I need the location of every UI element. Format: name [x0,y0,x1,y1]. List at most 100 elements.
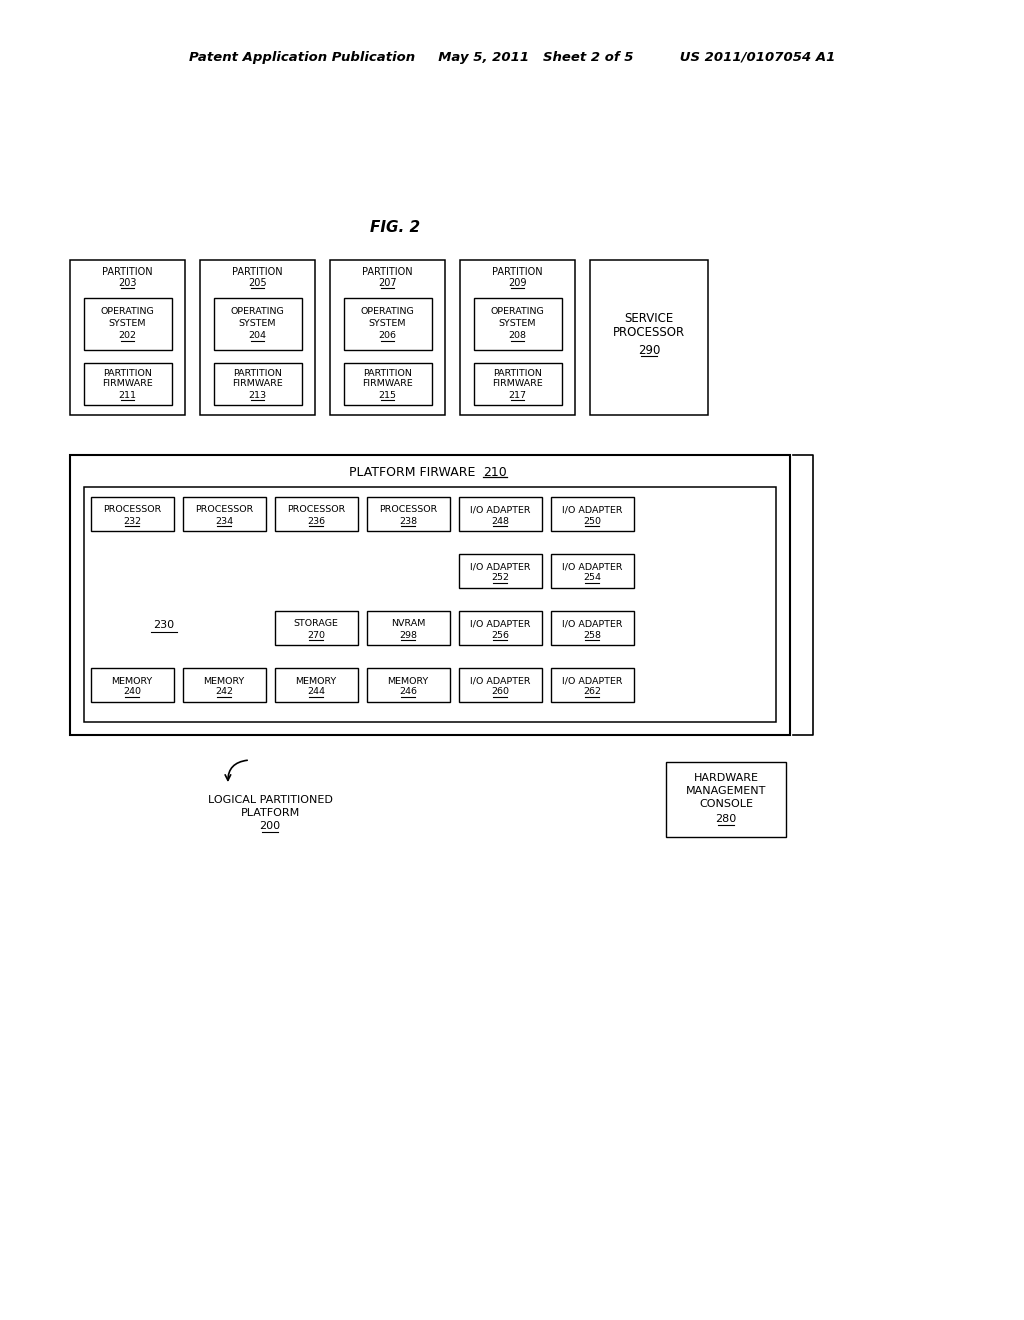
Text: I/O ADAPTER: I/O ADAPTER [562,562,623,572]
Bar [213,363,301,405]
Bar [666,762,786,837]
Text: FIRMWARE: FIRMWARE [362,380,413,388]
Text: I/O ADAPTER: I/O ADAPTER [470,506,530,515]
Text: OPERATING: OPERATING [360,306,415,315]
Text: I/O ADAPTER: I/O ADAPTER [562,506,623,515]
Text: NVRAM: NVRAM [391,619,425,628]
Text: 200: 200 [259,821,281,832]
Bar [274,668,357,702]
Bar [473,298,561,350]
Bar [551,554,634,587]
Text: 242: 242 [215,688,233,697]
Text: HARDWARE: HARDWARE [693,774,759,783]
Bar [459,668,542,702]
Bar [70,260,185,414]
Text: 209: 209 [508,279,526,288]
Text: 246: 246 [399,688,417,697]
Text: 244: 244 [307,688,325,697]
Bar [330,260,445,414]
Bar [551,498,634,531]
Bar [460,260,575,414]
Text: STORAGE: STORAGE [294,619,339,628]
Text: 236: 236 [307,516,325,525]
Text: 260: 260 [490,688,509,697]
Bar [90,668,173,702]
Text: OPERATING: OPERATING [230,306,285,315]
Bar [213,298,301,350]
Text: FIRMWARE: FIRMWARE [102,380,153,388]
Text: PARTITION: PARTITION [102,267,153,277]
Text: SERVICE: SERVICE [625,312,674,325]
Bar [343,363,431,405]
Bar [551,611,634,645]
Bar [473,363,561,405]
Bar [367,611,450,645]
Text: MEMORY: MEMORY [112,676,153,685]
Bar [182,668,265,702]
Text: 298: 298 [399,631,417,639]
Bar [182,498,265,531]
Bar [367,498,450,531]
Text: 207: 207 [378,279,397,288]
Text: 248: 248 [490,516,509,525]
Text: FIRMWARE: FIRMWARE [493,380,543,388]
Text: FIRMWARE: FIRMWARE [232,380,283,388]
Bar [200,260,315,414]
Text: 256: 256 [490,631,509,639]
Text: I/O ADAPTER: I/O ADAPTER [562,676,623,685]
Bar [84,298,171,350]
Text: FIG. 2: FIG. 2 [370,220,420,235]
Text: SYSTEM: SYSTEM [499,318,537,327]
Bar [90,498,173,531]
Text: PARTITION: PARTITION [232,267,283,277]
Text: PROCESSOR: PROCESSOR [195,506,253,515]
Bar [459,611,542,645]
Text: I/O ADAPTER: I/O ADAPTER [470,619,530,628]
Text: PROCESSOR: PROCESSOR [379,506,437,515]
Bar [274,498,357,531]
Text: PARTITION: PARTITION [494,368,542,378]
Text: 258: 258 [583,631,601,639]
Text: 290: 290 [638,343,660,356]
Text: LOGICAL PARTITIONED: LOGICAL PARTITIONED [208,795,333,805]
Bar [367,668,450,702]
FancyArrowPatch shape [225,760,247,780]
Text: 252: 252 [490,573,509,582]
Text: 208: 208 [509,331,526,341]
Text: 211: 211 [119,391,136,400]
Text: 232: 232 [123,516,141,525]
Text: PROCESSOR: PROCESSOR [287,506,345,515]
Text: 254: 254 [583,573,601,582]
Text: I/O ADAPTER: I/O ADAPTER [470,676,530,685]
Text: PLATFORM FIRWARE: PLATFORM FIRWARE [349,466,475,479]
Text: 205: 205 [248,279,267,288]
Text: 280: 280 [716,814,736,824]
Text: 234: 234 [215,516,233,525]
Text: PARTITION: PARTITION [362,267,413,277]
Text: 262: 262 [583,688,601,697]
Text: 270: 270 [307,631,325,639]
Text: 215: 215 [379,391,396,400]
Text: 230: 230 [154,619,174,630]
Text: MEMORY: MEMORY [204,676,245,685]
Bar [70,455,790,735]
Text: Patent Application Publication     May 5, 2011   Sheet 2 of 5          US 2011/0: Patent Application Publication May 5, 20… [188,51,836,65]
Text: 213: 213 [249,391,266,400]
Text: I/O ADAPTER: I/O ADAPTER [562,619,623,628]
Text: 250: 250 [583,516,601,525]
Text: 204: 204 [249,331,266,341]
Text: MANAGEMENT: MANAGEMENT [686,785,766,796]
Bar [551,668,634,702]
Text: 206: 206 [379,331,396,341]
Text: I/O ADAPTER: I/O ADAPTER [470,562,530,572]
Text: MEMORY: MEMORY [295,676,337,685]
Text: 217: 217 [509,391,526,400]
Text: MEMORY: MEMORY [387,676,429,685]
Text: 210: 210 [483,466,507,479]
Text: 240: 240 [123,688,141,697]
Text: OPERATING: OPERATING [490,306,545,315]
Text: 203: 203 [118,279,137,288]
Text: SYSTEM: SYSTEM [369,318,407,327]
Text: PARTITION: PARTITION [364,368,412,378]
Text: 238: 238 [399,516,417,525]
